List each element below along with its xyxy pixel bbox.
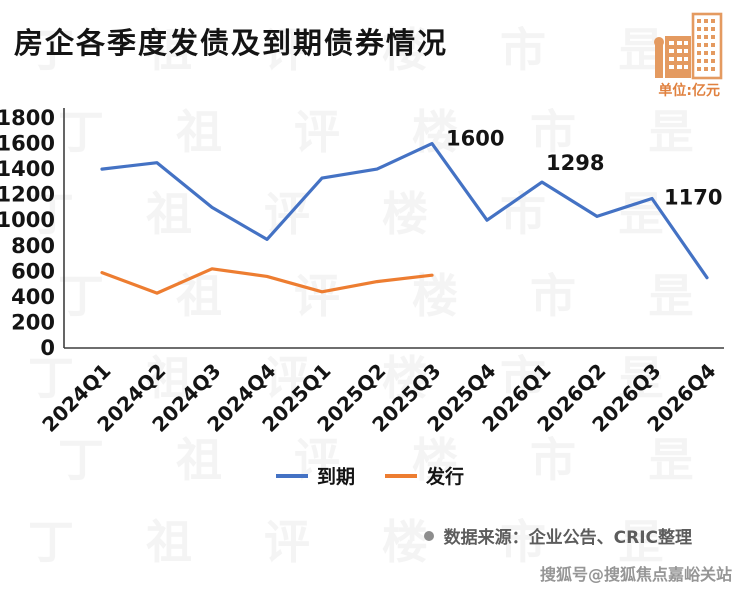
- bullet-icon: [423, 530, 434, 541]
- line-chart: 0200400600800100012001400160018002024Q12…: [0, 106, 724, 437]
- y-tick-label: 0: [40, 336, 55, 360]
- page-title: 房企各季度发债及到期债券情况: [14, 26, 449, 60]
- y-tick-label: 1200: [0, 183, 55, 207]
- data-source-text: 数据来源：企业公告、CRIC整理: [443, 528, 692, 548]
- y-tick-label: 1600: [0, 132, 55, 156]
- legend-item-maturity: 到期: [275, 462, 355, 489]
- series-line-0: [100, 141, 709, 280]
- data-label: 1170: [664, 186, 722, 210]
- y-tick-label: 800: [11, 234, 55, 258]
- y-tick-label: 1800: [0, 106, 55, 130]
- y-tick-label: 1000: [0, 208, 55, 232]
- legend-label-issuance: 发行: [426, 466, 465, 488]
- legend-item-issuance: 发行: [385, 462, 464, 489]
- legend-label-maturity: 到期: [316, 466, 355, 488]
- y-tick-label: 600: [11, 259, 55, 283]
- sohu-watermark: 搜狐号@搜狐焦点嘉峪关站: [539, 565, 732, 584]
- header: 房企各季度发债及到期债券情况: [0, 0, 740, 82]
- series-line-1: [100, 267, 434, 295]
- data-label: 1600: [446, 127, 504, 151]
- y-tick-label: 1400: [0, 157, 55, 181]
- y-tick-label: 400: [11, 285, 55, 309]
- unit-label: 单位:亿元: [658, 83, 720, 99]
- y-tick-label: 200: [11, 310, 55, 334]
- legend: 到期 发行: [0, 462, 740, 489]
- legend-swatch-maturity: [275, 473, 308, 478]
- legend-swatch-issuance: [385, 473, 417, 478]
- data-source: 数据来源：企业公告、CRIC整理: [0, 523, 740, 548]
- buildings-icon: [654, 12, 723, 80]
- data-label: 1298: [546, 151, 604, 175]
